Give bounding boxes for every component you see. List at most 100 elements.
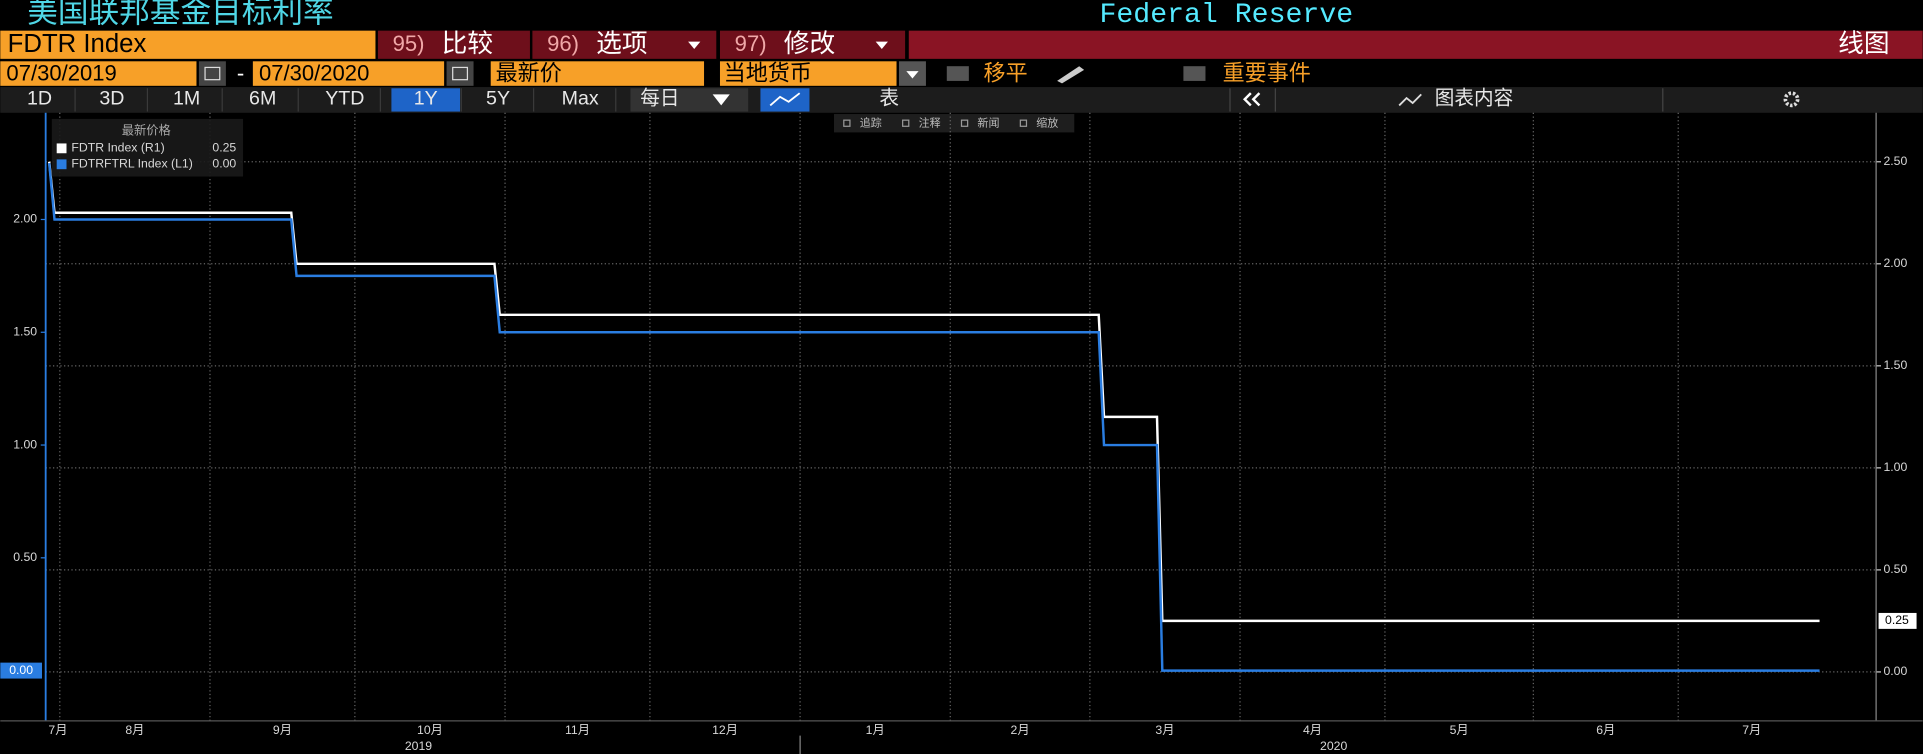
y2-tick-label: 1.00 (1883, 460, 1907, 474)
value-flag-label: 0.00 (9, 663, 33, 677)
range-tab[interactable]: 1Y (414, 87, 438, 109)
x-tick-label: 8月 (125, 723, 144, 737)
x-major-label: 2020 (1320, 739, 1347, 753)
chart-icon (769, 92, 801, 107)
series-line (47, 162, 1820, 672)
pen-icon (1057, 66, 1085, 84)
button-num: 96) (547, 31, 579, 56)
collapse-icon (1251, 92, 1261, 107)
value-flag (0, 662, 42, 679)
x-tick-label: 9月 (273, 723, 292, 737)
tool-icon (843, 119, 851, 127)
x-tick-label: 7月 (48, 723, 67, 737)
checkbox[interactable] (946, 66, 969, 81)
x-tick-label: 6月 (1596, 723, 1615, 737)
y-tick-label: 1.00 (13, 437, 37, 451)
value-flag (1878, 612, 1917, 629)
legend-label: FDTR Index (R1) (71, 141, 164, 155)
frequency-box[interactable] (630, 88, 749, 112)
source: Federal Reserve (1099, 0, 1353, 31)
ticker: FDTR Index (8, 30, 147, 58)
value-flag-label: 0.25 (1885, 613, 1909, 627)
legend-value: 0.00 (212, 157, 236, 171)
calendar-icon (452, 66, 469, 81)
tool-icon (960, 119, 969, 127)
start-date: 07/30/2019 (6, 61, 116, 86)
range-bar (0, 87, 1923, 113)
chart-content-button[interactable]: 图表内容 (1435, 87, 1513, 109)
collapse-icon[interactable] (1242, 92, 1252, 107)
x-tick-label: 5月 (1450, 723, 1469, 737)
field: 最新价 (496, 61, 562, 86)
range-tab[interactable]: 5Y (486, 87, 510, 109)
x-major-label: 2019 (405, 739, 432, 753)
date-box[interactable] (252, 61, 445, 86)
checkbox[interactable] (1183, 66, 1206, 81)
button[interactable] (719, 30, 906, 59)
option: 移平 (984, 61, 1028, 86)
tool-icon (1019, 119, 1028, 127)
field-box[interactable] (490, 61, 705, 86)
range-tab[interactable]: 6M (249, 87, 276, 109)
legend-swatch (56, 143, 67, 154)
button-num: 95) (393, 31, 425, 56)
x-tick-label: 7月 (1742, 723, 1761, 737)
range-tab[interactable]: 1D (27, 87, 52, 109)
button[interactable] (377, 30, 530, 59)
date-separator: - (237, 61, 244, 86)
x-tick-label: 11月 (565, 723, 590, 737)
ticker-box[interactable] (0, 30, 376, 59)
y2-tick-label: 0.50 (1883, 562, 1907, 576)
page-title: 美国联邦基金目标利率 (27, 0, 333, 31)
view-label[interactable]: 线图 (1838, 29, 1889, 58)
x-tick-label: 4月 (1303, 723, 1322, 737)
y2-tick-label: 2.50 (1883, 154, 1907, 168)
dropdown-arrow (688, 41, 701, 50)
y2-tick-label: 1.50 (1883, 358, 1907, 372)
y-tick-label: 2.00 (13, 212, 37, 226)
button-label: 比较 (442, 29, 493, 58)
range-tab[interactable]: Max (562, 87, 599, 109)
end-date: 07/30/2020 (259, 61, 369, 86)
chart-tool[interactable]: 新闻 (977, 116, 999, 130)
dropdown-arrow (906, 71, 919, 79)
tool-icon (902, 119, 910, 127)
y2-tick-label: 0.00 (1883, 664, 1907, 678)
y2-tick-label: 2.00 (1883, 256, 1907, 270)
currency-box[interactable] (719, 61, 897, 86)
chart-tool[interactable]: 缩放 (1036, 116, 1058, 130)
y-tick-label: 1.50 (13, 324, 37, 338)
range-tab[interactable]: 3D (99, 87, 124, 109)
chart-tools (833, 114, 1075, 133)
legend-box (51, 118, 244, 177)
x-tick-label: 3月 (1155, 723, 1174, 737)
calendar-icon (204, 66, 221, 81)
calendar-button[interactable] (446, 61, 474, 86)
button[interactable] (532, 30, 717, 59)
settings-icon[interactable] (1783, 91, 1800, 108)
range-tab[interactable]: YTD (325, 87, 364, 109)
x-tick-label: 10月 (417, 723, 443, 737)
x-tick-label: 12月 (712, 723, 738, 737)
legend-value: 0.25 (212, 141, 236, 155)
chart-tool[interactable]: 追踪 (860, 116, 882, 130)
x-tick-label: 1月 (866, 723, 885, 737)
button-label: 修改 (784, 29, 835, 58)
chart-tool[interactable]: 注释 (919, 116, 941, 130)
content-icon (1398, 93, 1422, 107)
legend-title: 最新价格 (122, 122, 171, 137)
range-tab[interactable]: 1M (173, 87, 200, 109)
table-button[interactable]: 表 (879, 87, 899, 109)
view-bar (908, 30, 1923, 59)
dropdown-arrow (712, 94, 730, 106)
date-box[interactable] (0, 61, 197, 86)
legend-label: FDTRFTRL Index (L1) (71, 157, 192, 171)
x-tick-label: 2月 (1011, 723, 1030, 737)
legend-swatch (56, 159, 67, 170)
button-label: 选项 (596, 29, 647, 58)
option: 重要事件 (1223, 61, 1311, 86)
y-tick-label: 0.50 (13, 550, 37, 564)
calendar-button[interactable] (198, 61, 226, 86)
